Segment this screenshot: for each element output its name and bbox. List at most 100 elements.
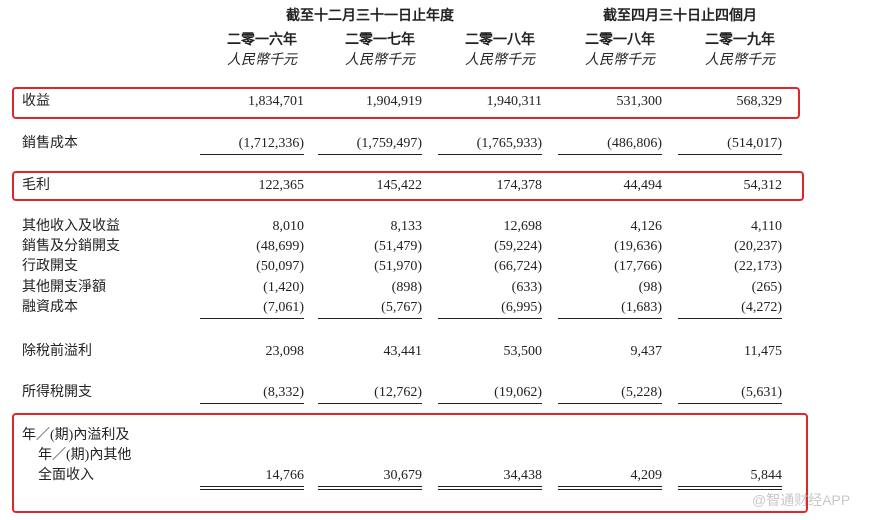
cell-value: 1,940,311	[486, 94, 542, 109]
row-label: 融資成本	[22, 300, 78, 315]
row-label: 年／(期)內其他	[38, 448, 132, 463]
cell-value: 8,133	[390, 219, 423, 234]
year-header: 二零一七年	[345, 33, 415, 48]
cell-value: 4,110	[751, 219, 782, 234]
cell-value: (59,224)	[494, 239, 542, 254]
cell-value: (1,420)	[263, 280, 304, 295]
cell-value: (51,479)	[374, 239, 422, 254]
unit-header: 人民幣千元	[227, 53, 297, 68]
cell-value: 43,441	[383, 344, 423, 359]
group-header: 截至十二月三十一日止年度	[286, 9, 454, 24]
cell-value: (48,699)	[256, 239, 304, 254]
cell-value: (7,061)	[263, 300, 304, 315]
cell-value: (98)	[638, 280, 662, 295]
cell-value: 30,679	[383, 468, 423, 483]
row-label: 毛利	[22, 178, 50, 193]
cell-value: (8,332)	[263, 385, 304, 400]
year-header: 二零一八年	[585, 33, 655, 48]
cell-value: 44,494	[623, 178, 663, 193]
underline	[558, 486, 662, 487]
unit-header: 人民幣千元	[585, 53, 655, 68]
underline	[558, 403, 662, 404]
underline	[438, 486, 542, 487]
cell-value: 5,844	[750, 468, 783, 483]
cell-value: (4,272)	[741, 300, 782, 315]
row-label: 其他收入及收益	[22, 219, 120, 234]
cell-value: 145,422	[376, 178, 423, 193]
year-header: 二零一八年	[465, 33, 535, 48]
cell-value: (486,806)	[607, 136, 662, 151]
cell-value: 174,378	[496, 178, 543, 193]
cell-value: (19,062)	[494, 385, 542, 400]
underline	[200, 318, 304, 319]
cell-value: (50,097)	[256, 259, 304, 274]
underline	[438, 489, 542, 490]
underline	[678, 403, 782, 404]
underline	[318, 486, 422, 487]
cell-value: (514,017)	[727, 136, 782, 151]
underline	[558, 318, 662, 319]
cell-value: 122,365	[258, 178, 305, 193]
cell-value: 23,098	[265, 344, 305, 359]
cell-value: (6,995)	[501, 300, 542, 315]
cell-value: 4,126	[630, 219, 663, 234]
cell-value: (1,683)	[621, 300, 662, 315]
row-label: 行政開支	[22, 259, 78, 274]
underline	[438, 154, 542, 155]
cell-value: (22,173)	[734, 259, 782, 274]
underline	[200, 486, 304, 487]
cell-value: 11,475	[744, 344, 782, 359]
cell-value: (51,970)	[374, 259, 422, 274]
cell-value: (5,631)	[741, 385, 782, 400]
cell-value: (1,712,336)	[238, 136, 304, 151]
cell-value: 14,766	[265, 468, 305, 483]
group-header: 截至四月三十日止四個月	[603, 9, 757, 24]
year-header: 二零一六年	[227, 33, 297, 48]
cell-value: (633)	[511, 280, 542, 295]
underline	[318, 403, 422, 404]
row-label: 其他開支淨額	[22, 280, 106, 295]
row-label: 銷售成本	[22, 136, 78, 151]
underline	[678, 486, 782, 487]
cell-value: (20,237)	[734, 239, 782, 254]
cell-value: 531,300	[616, 94, 663, 109]
underline	[200, 489, 304, 490]
row-label: 銷售及分銷開支	[22, 239, 120, 254]
underline	[678, 489, 782, 490]
highlight-box	[12, 171, 804, 201]
underline	[438, 318, 542, 319]
cell-value: (265)	[751, 280, 782, 295]
cell-value: 12,698	[503, 219, 543, 234]
cell-value: (19,636)	[614, 239, 662, 254]
row-label: 除稅前溢利	[22, 344, 92, 359]
cell-value: (1,765,933)	[476, 136, 542, 151]
cell-value: (5,228)	[621, 385, 662, 400]
underline	[318, 489, 422, 490]
unit-header: 人民幣千元	[465, 53, 535, 68]
underline	[200, 154, 304, 155]
cell-value: 34,438	[503, 468, 543, 483]
cell-value: 1,834,701	[248, 94, 304, 109]
watermark: @智通财经APP	[752, 492, 851, 508]
underline	[200, 403, 304, 404]
cell-value: (66,724)	[494, 259, 542, 274]
cell-value: (1,759,497)	[356, 136, 422, 151]
underline	[678, 318, 782, 319]
cell-value: 53,500	[503, 344, 543, 359]
row-label: 收益	[22, 94, 50, 109]
cell-value: (17,766)	[614, 259, 662, 274]
unit-header: 人民幣千元	[705, 53, 775, 68]
cell-value: 54,312	[743, 178, 783, 193]
cell-value: (898)	[391, 280, 422, 295]
underline	[558, 154, 662, 155]
underline	[318, 154, 422, 155]
underline	[318, 318, 422, 319]
row-label: 所得稅開支	[22, 385, 92, 400]
underline	[558, 489, 662, 490]
cell-value: (12,762)	[374, 385, 422, 400]
underline	[678, 154, 782, 155]
highlight-box	[12, 413, 808, 513]
highlight-box	[12, 87, 800, 119]
cell-value: 8,010	[272, 219, 305, 234]
